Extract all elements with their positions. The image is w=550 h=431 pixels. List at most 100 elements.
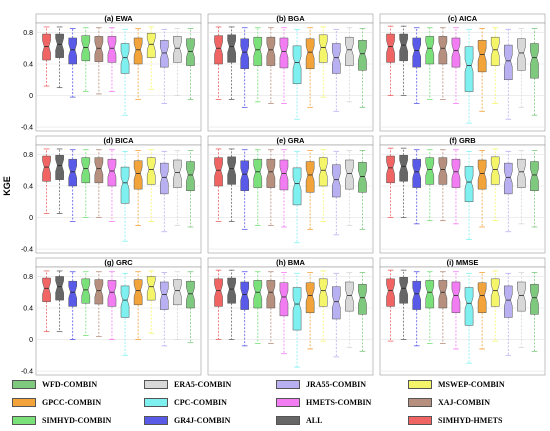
- legend-item: ALL: [276, 414, 322, 426]
- panel-title: (e) GRA: [277, 136, 306, 145]
- box-era5-combin: [517, 158, 526, 188]
- box-all: [399, 154, 408, 182]
- panel-title: (c) AICA: [448, 14, 478, 23]
- y-tick-label: 0.8: [23, 30, 33, 37]
- y-tick-label: 0: [29, 93, 33, 100]
- box-wfd-combin: [186, 161, 195, 191]
- box-all: [227, 34, 236, 63]
- box-simhyd-hmets: [386, 155, 395, 184]
- legend: WFD-COMBIN ERA5-COMBIN JRA55-COMBIN MSWEP-C…: [12, 378, 542, 428]
- box-simhyd-combin: [425, 36, 435, 65]
- box-xaj-combin: [266, 280, 276, 309]
- legend-label: XAJ-COMBIN: [438, 397, 490, 407]
- box-mswep-combin: [490, 156, 500, 185]
- y-tick-label: 0.8: [23, 152, 33, 159]
- box-cpc-combin: [292, 287, 302, 331]
- box-cpc-combin: [120, 166, 130, 204]
- box-wfd-combin: [358, 284, 367, 315]
- boxplot-figure: KGE (a) EWA 0.8 0.4 0 -0.4 (b) BGA (c) AICA (d)…: [2, 13, 546, 376]
- box-era5-combin: [345, 36, 354, 66]
- legend-swatch: [276, 379, 300, 389]
- y-tick-label: -0.4: [21, 369, 33, 376]
- box-simhyd-combin: [81, 278, 91, 304]
- box-jra55-combin: [159, 162, 169, 195]
- box-era5-combin: [173, 159, 182, 188]
- box-gr4j-combin: [412, 280, 422, 310]
- box-era5-combin: [517, 281, 526, 312]
- box-wfd-combin: [530, 161, 539, 191]
- legend-label: WFD-COMBIN: [42, 379, 98, 389]
- box-xaj-combin: [438, 280, 448, 309]
- y-tick-label: 0: [29, 337, 33, 344]
- legend-swatch: [276, 397, 300, 407]
- box-wfd-combin: [186, 38, 195, 66]
- y-tick-label: 0.4: [23, 305, 33, 312]
- box-hmets-combin: [451, 37, 461, 68]
- box-xaj-combin: [438, 36, 448, 65]
- legend-label: MSWEP-COMBIN: [438, 379, 505, 389]
- box-mswep-combin: [318, 34, 328, 63]
- box-simhyd-combin: [81, 35, 91, 62]
- box-jra55-combin: [331, 43, 341, 74]
- box-wfd-combin: [530, 43, 539, 79]
- box-simhyd-combin: [253, 158, 263, 188]
- box-all: [227, 277, 236, 304]
- box-cpc-combin: [464, 46, 474, 92]
- legend-swatch: [144, 397, 168, 407]
- box-jra55-combin: [503, 44, 513, 81]
- legend-label: CPC-COMBIN: [174, 397, 227, 407]
- box-cpc-combin: [120, 43, 130, 74]
- box-simhyd-hmets: [386, 33, 395, 63]
- box-hmets-combin: [107, 158, 117, 187]
- box-cpc-combin: [120, 285, 130, 318]
- box-simhyd-combin: [253, 280, 263, 309]
- legend-swatch: [144, 415, 168, 425]
- panel-title: (a) EWA: [104, 14, 133, 23]
- y-tick-label: 0.8: [23, 274, 33, 281]
- box-xaj-combin: [266, 158, 276, 188]
- panel-title: (g) GRC: [104, 258, 133, 267]
- legend-label: ERA5-COMBIN: [174, 379, 232, 389]
- box-gr4j-combin: [240, 281, 250, 310]
- box-hmets-combin: [279, 159, 289, 191]
- box-jra55-combin: [331, 164, 341, 198]
- box-hmets-combin: [107, 280, 117, 307]
- y-tick-label: -0.4: [21, 247, 33, 254]
- legend-item: CPC-COMBIN: [144, 396, 227, 408]
- box-all: [399, 276, 408, 304]
- box-mswep-combin: [146, 157, 156, 185]
- legend-swatch: [276, 415, 300, 425]
- legend-item: GPCC-COMBIN: [12, 396, 101, 408]
- box-gr4j-combin: [412, 37, 422, 68]
- box-gr4j-combin: [240, 38, 250, 69]
- box-xaj-combin: [438, 157, 448, 185]
- legend-label: ALL: [306, 415, 323, 425]
- legend-item: XAJ-COMBIN: [408, 396, 490, 408]
- box-simhyd-combin: [425, 280, 435, 309]
- panel-title: (h) BMA: [276, 258, 305, 267]
- box-era5-combin: [345, 281, 354, 312]
- y-tick-label: -0.4: [21, 125, 33, 132]
- legend-swatch: [144, 379, 168, 389]
- box-jra55-combin: [159, 281, 169, 310]
- box-mswep-combin: [490, 36, 500, 66]
- box-all: [55, 33, 64, 58]
- box-mswep-combin: [318, 157, 328, 187]
- box-hmets-combin: [279, 37, 289, 69]
- box-simhyd-combin: [425, 157, 435, 185]
- box-jra55-combin: [503, 285, 513, 318]
- box-xaj-combin: [94, 36, 104, 62]
- box-gr4j-combin: [68, 280, 78, 307]
- box-simhyd-hmets: [214, 35, 223, 65]
- box-gpcc-combin: [305, 38, 315, 69]
- box-gr4j-combin: [68, 37, 78, 65]
- box-jra55-combin: [159, 40, 169, 68]
- y-axis-label: KGE: [2, 176, 12, 196]
- box-xaj-combin: [94, 157, 104, 184]
- box-gpcc-combin: [477, 40, 487, 73]
- box-cpc-combin: [464, 166, 474, 203]
- y-tick-label: 0.4: [23, 61, 33, 68]
- legend-swatch: [12, 397, 36, 407]
- box-jra55-combin: [331, 286, 341, 320]
- legend-item: SIMHYD-HMETS: [408, 414, 502, 426]
